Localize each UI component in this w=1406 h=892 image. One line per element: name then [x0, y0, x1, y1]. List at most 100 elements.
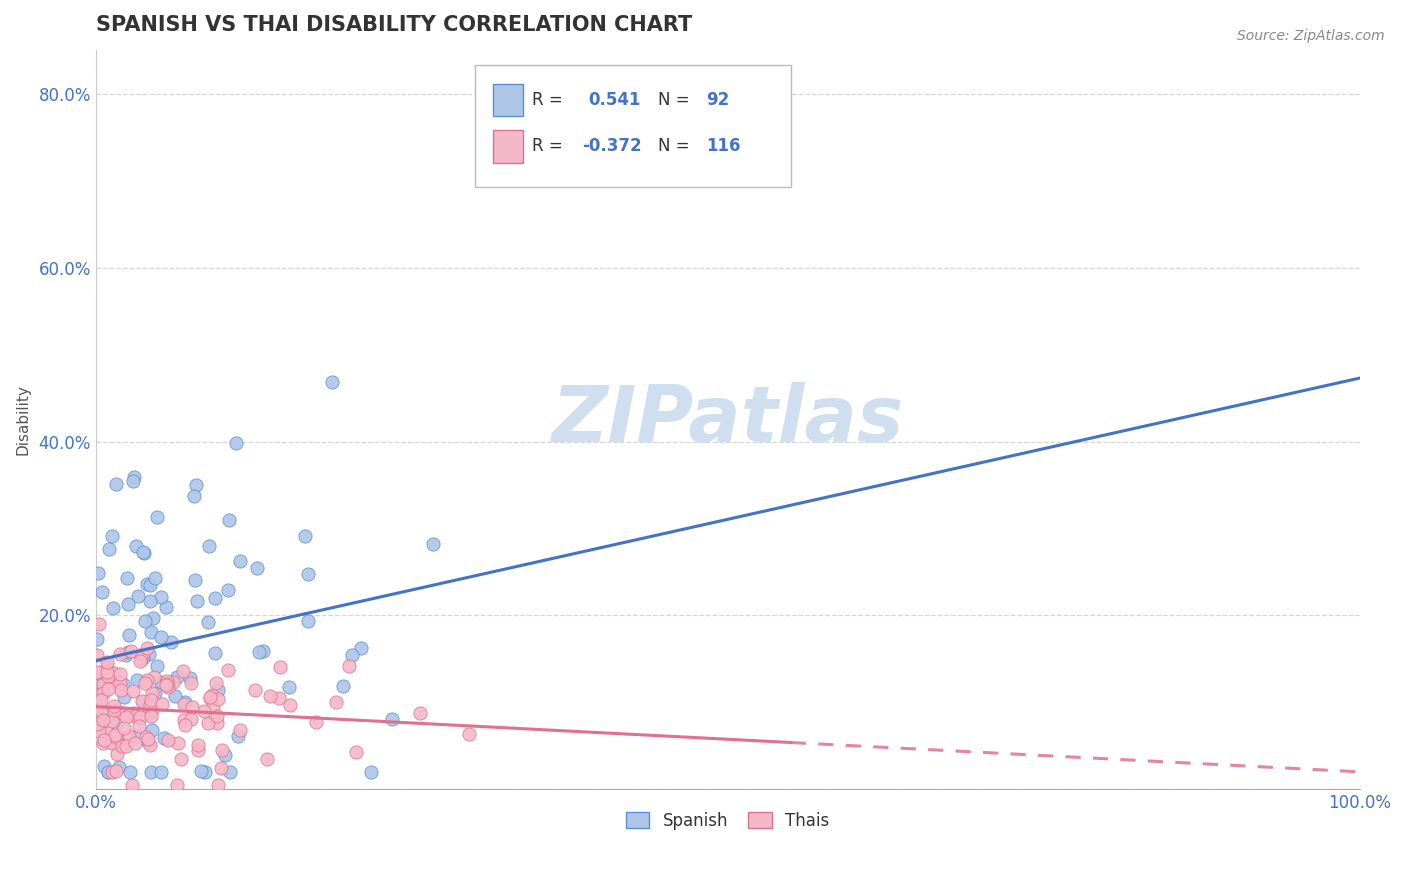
Point [218, 513, 240, 527]
Point [110, 647, 132, 661]
Point [180, 676, 202, 690]
Point [332, 680, 354, 694]
Point [122, 683, 145, 698]
Point [134, 546, 156, 560]
Point [139, 738, 162, 752]
Point [136, 731, 159, 746]
Point [204, 591, 226, 605]
Point [87, 697, 110, 711]
Point [97, 669, 120, 683]
Point [115, 710, 138, 724]
Point [226, 729, 249, 743]
Point [207, 778, 229, 792]
Point [141, 625, 163, 640]
Point [112, 690, 135, 704]
Point [108, 705, 131, 719]
Point [101, 736, 124, 750]
Point [252, 643, 274, 657]
Point [117, 645, 139, 659]
Point [86, 648, 108, 662]
Point [121, 706, 143, 720]
Point [156, 677, 179, 691]
Point [87, 723, 110, 738]
Point [101, 669, 124, 683]
Point [138, 706, 160, 721]
Point [132, 545, 155, 559]
Point [125, 729, 148, 743]
Point [139, 594, 162, 608]
Point [145, 686, 167, 700]
Point [108, 735, 131, 749]
Point [156, 674, 179, 689]
Point [142, 670, 165, 684]
Point [422, 536, 444, 550]
Text: R =: R = [531, 137, 568, 155]
Point [217, 663, 239, 677]
Point [150, 764, 173, 779]
Text: Source: ZipAtlas.com: Source: ZipAtlas.com [1237, 29, 1385, 43]
Point [194, 764, 217, 779]
Point [97, 681, 120, 696]
Point [142, 611, 165, 625]
Point [294, 529, 316, 543]
Point [136, 673, 159, 687]
Point [458, 726, 481, 740]
Point [141, 686, 163, 700]
Point [146, 659, 169, 673]
Point [128, 719, 150, 733]
Point [204, 646, 226, 660]
Point [125, 673, 148, 688]
Point [141, 702, 163, 716]
Point [114, 648, 136, 662]
Point [187, 739, 209, 753]
Point [91, 671, 114, 685]
Point [150, 675, 173, 690]
Point [155, 677, 177, 691]
Point [141, 723, 163, 738]
Point [180, 712, 202, 726]
Point [167, 736, 190, 750]
Point [187, 742, 209, 756]
Point [246, 561, 269, 575]
Point [344, 745, 367, 759]
Point [156, 680, 179, 694]
Y-axis label: Disability: Disability [15, 384, 30, 455]
Point [409, 706, 432, 720]
Point [112, 721, 135, 735]
Point [243, 683, 266, 698]
Point [108, 676, 131, 690]
Point [124, 736, 146, 750]
Point [150, 697, 173, 711]
Point [207, 692, 229, 706]
Point [86, 665, 108, 679]
Point [90, 584, 112, 599]
Point [207, 683, 229, 698]
Point [381, 712, 404, 726]
Point [139, 698, 162, 712]
Point [103, 703, 125, 717]
Point [87, 712, 110, 726]
Point [205, 716, 228, 731]
Point [117, 597, 139, 611]
Point [97, 764, 120, 779]
Point [256, 752, 278, 766]
Point [225, 436, 247, 450]
Point [139, 709, 162, 723]
Point [165, 689, 187, 703]
Point [337, 659, 360, 673]
Point [173, 695, 195, 709]
Point [138, 647, 160, 661]
Point [122, 474, 145, 488]
FancyBboxPatch shape [492, 84, 523, 116]
Point [150, 630, 173, 644]
Point [181, 699, 204, 714]
Point [105, 716, 128, 731]
Point [134, 675, 156, 690]
Point [136, 735, 159, 749]
Point [132, 647, 155, 661]
Point [103, 699, 125, 714]
Point [112, 677, 135, 691]
Point [131, 694, 153, 708]
Point [129, 655, 152, 669]
Point [197, 615, 219, 630]
